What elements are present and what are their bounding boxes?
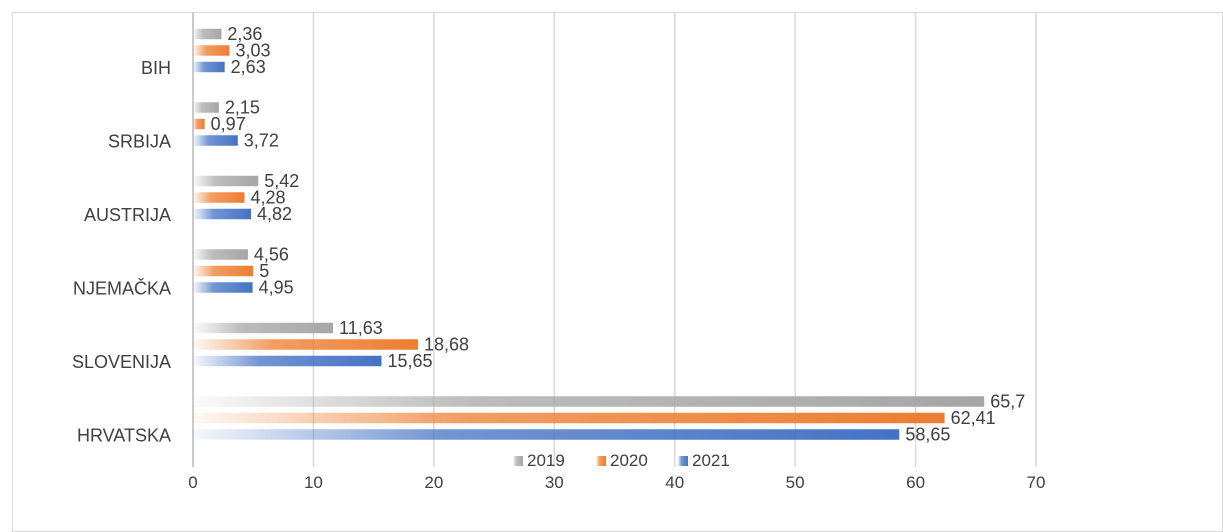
data-label: 2,36: [227, 24, 262, 44]
bars: [193, 28, 985, 440]
legend-swatch-2020: [596, 456, 606, 466]
category-label: SLOVENIJA: [72, 352, 171, 372]
x-tick-label: 0: [188, 473, 197, 492]
x-tick-label: 10: [304, 473, 323, 492]
bar-2021: [193, 282, 253, 293]
legend-label: 2021: [692, 451, 730, 470]
bar-2021: [193, 61, 225, 73]
bar-2020: [193, 339, 418, 350]
bar-2021: [193, 429, 900, 440]
data-label: 5: [259, 261, 269, 281]
bar-2019: [193, 249, 248, 260]
legend-label: 2019: [527, 451, 565, 470]
gridlines: [192, 13, 1037, 467]
data-label: 4,95: [259, 278, 294, 298]
bar-2019: [193, 396, 985, 407]
category-label: AUSTRIJA: [84, 205, 171, 225]
data-label: 18,68: [424, 335, 469, 355]
data-labels: 2,363,032,63 2,150,973,72 5,424,284,82 4,56…: [211, 24, 1026, 445]
bar-2021: [193, 355, 382, 367]
category-label: HRVATSKA: [77, 426, 171, 446]
data-label: 3,03: [235, 41, 270, 61]
legend-swatch-2021: [678, 456, 688, 466]
bar-2020: [193, 118, 205, 130]
x-tick-label: 70: [1027, 473, 1046, 492]
chart-frame: 2,36 3,03 2,63 2,15 0,97 3,72 5,42 4,28 4,82 4,56…: [12, 12, 1223, 532]
data-label: 11,63: [339, 318, 383, 338]
x-tick-label: 50: [786, 473, 805, 492]
x-tick-label: 40: [665, 473, 684, 492]
data-label: 2,15: [225, 98, 260, 118]
legend-label: 2020: [610, 451, 648, 470]
legend: 2019 2020 2021: [513, 451, 730, 470]
x-tick-label: 60: [906, 473, 925, 492]
data-label: 4,28: [251, 188, 286, 208]
data-label: 5,42: [264, 171, 299, 191]
x-tick-label: 20: [424, 473, 443, 492]
bar-2019: [193, 175, 259, 187]
bar-2021: [193, 135, 238, 146]
data-label: 65,7: [990, 392, 1025, 412]
data-label: 4,56: [254, 245, 289, 265]
bar-2020: [193, 412, 945, 424]
data-label: 62,41: [951, 408, 996, 428]
bar-2020: [193, 45, 230, 56]
data-label: 3,72: [244, 131, 279, 151]
category-labels: BIH SRBIJA AUSTRIJA NJEMAČKA SLOVENIJA HRVATS…: [72, 58, 171, 446]
bar-chart: 2,363,032,63 2,150,973,72 5,424,284,82 4,56…: [72, 13, 1045, 492]
bar-2019: [193, 102, 219, 113]
data-label: 15,65: [387, 351, 432, 371]
data-label: 58,65: [905, 425, 950, 445]
category-label: SRBIJA: [108, 132, 171, 152]
bar-2019: [193, 322, 334, 334]
category-label: BIH: [141, 58, 171, 78]
data-label: 2,63: [231, 57, 266, 77]
x-axis-ticks: 0 10 20 30 40 50 60 70: [188, 473, 1045, 492]
data-label: 0,97: [211, 114, 246, 134]
bar-2019: [193, 28, 222, 40]
legend-swatch-2019: [513, 456, 523, 466]
category-label: NJEMAČKA: [73, 278, 171, 299]
bar-2020: [193, 265, 254, 277]
data-label: 4,82: [257, 204, 292, 224]
bar-2020: [193, 192, 245, 203]
bar-2021: [193, 208, 252, 220]
x-tick-label: 30: [545, 473, 564, 492]
